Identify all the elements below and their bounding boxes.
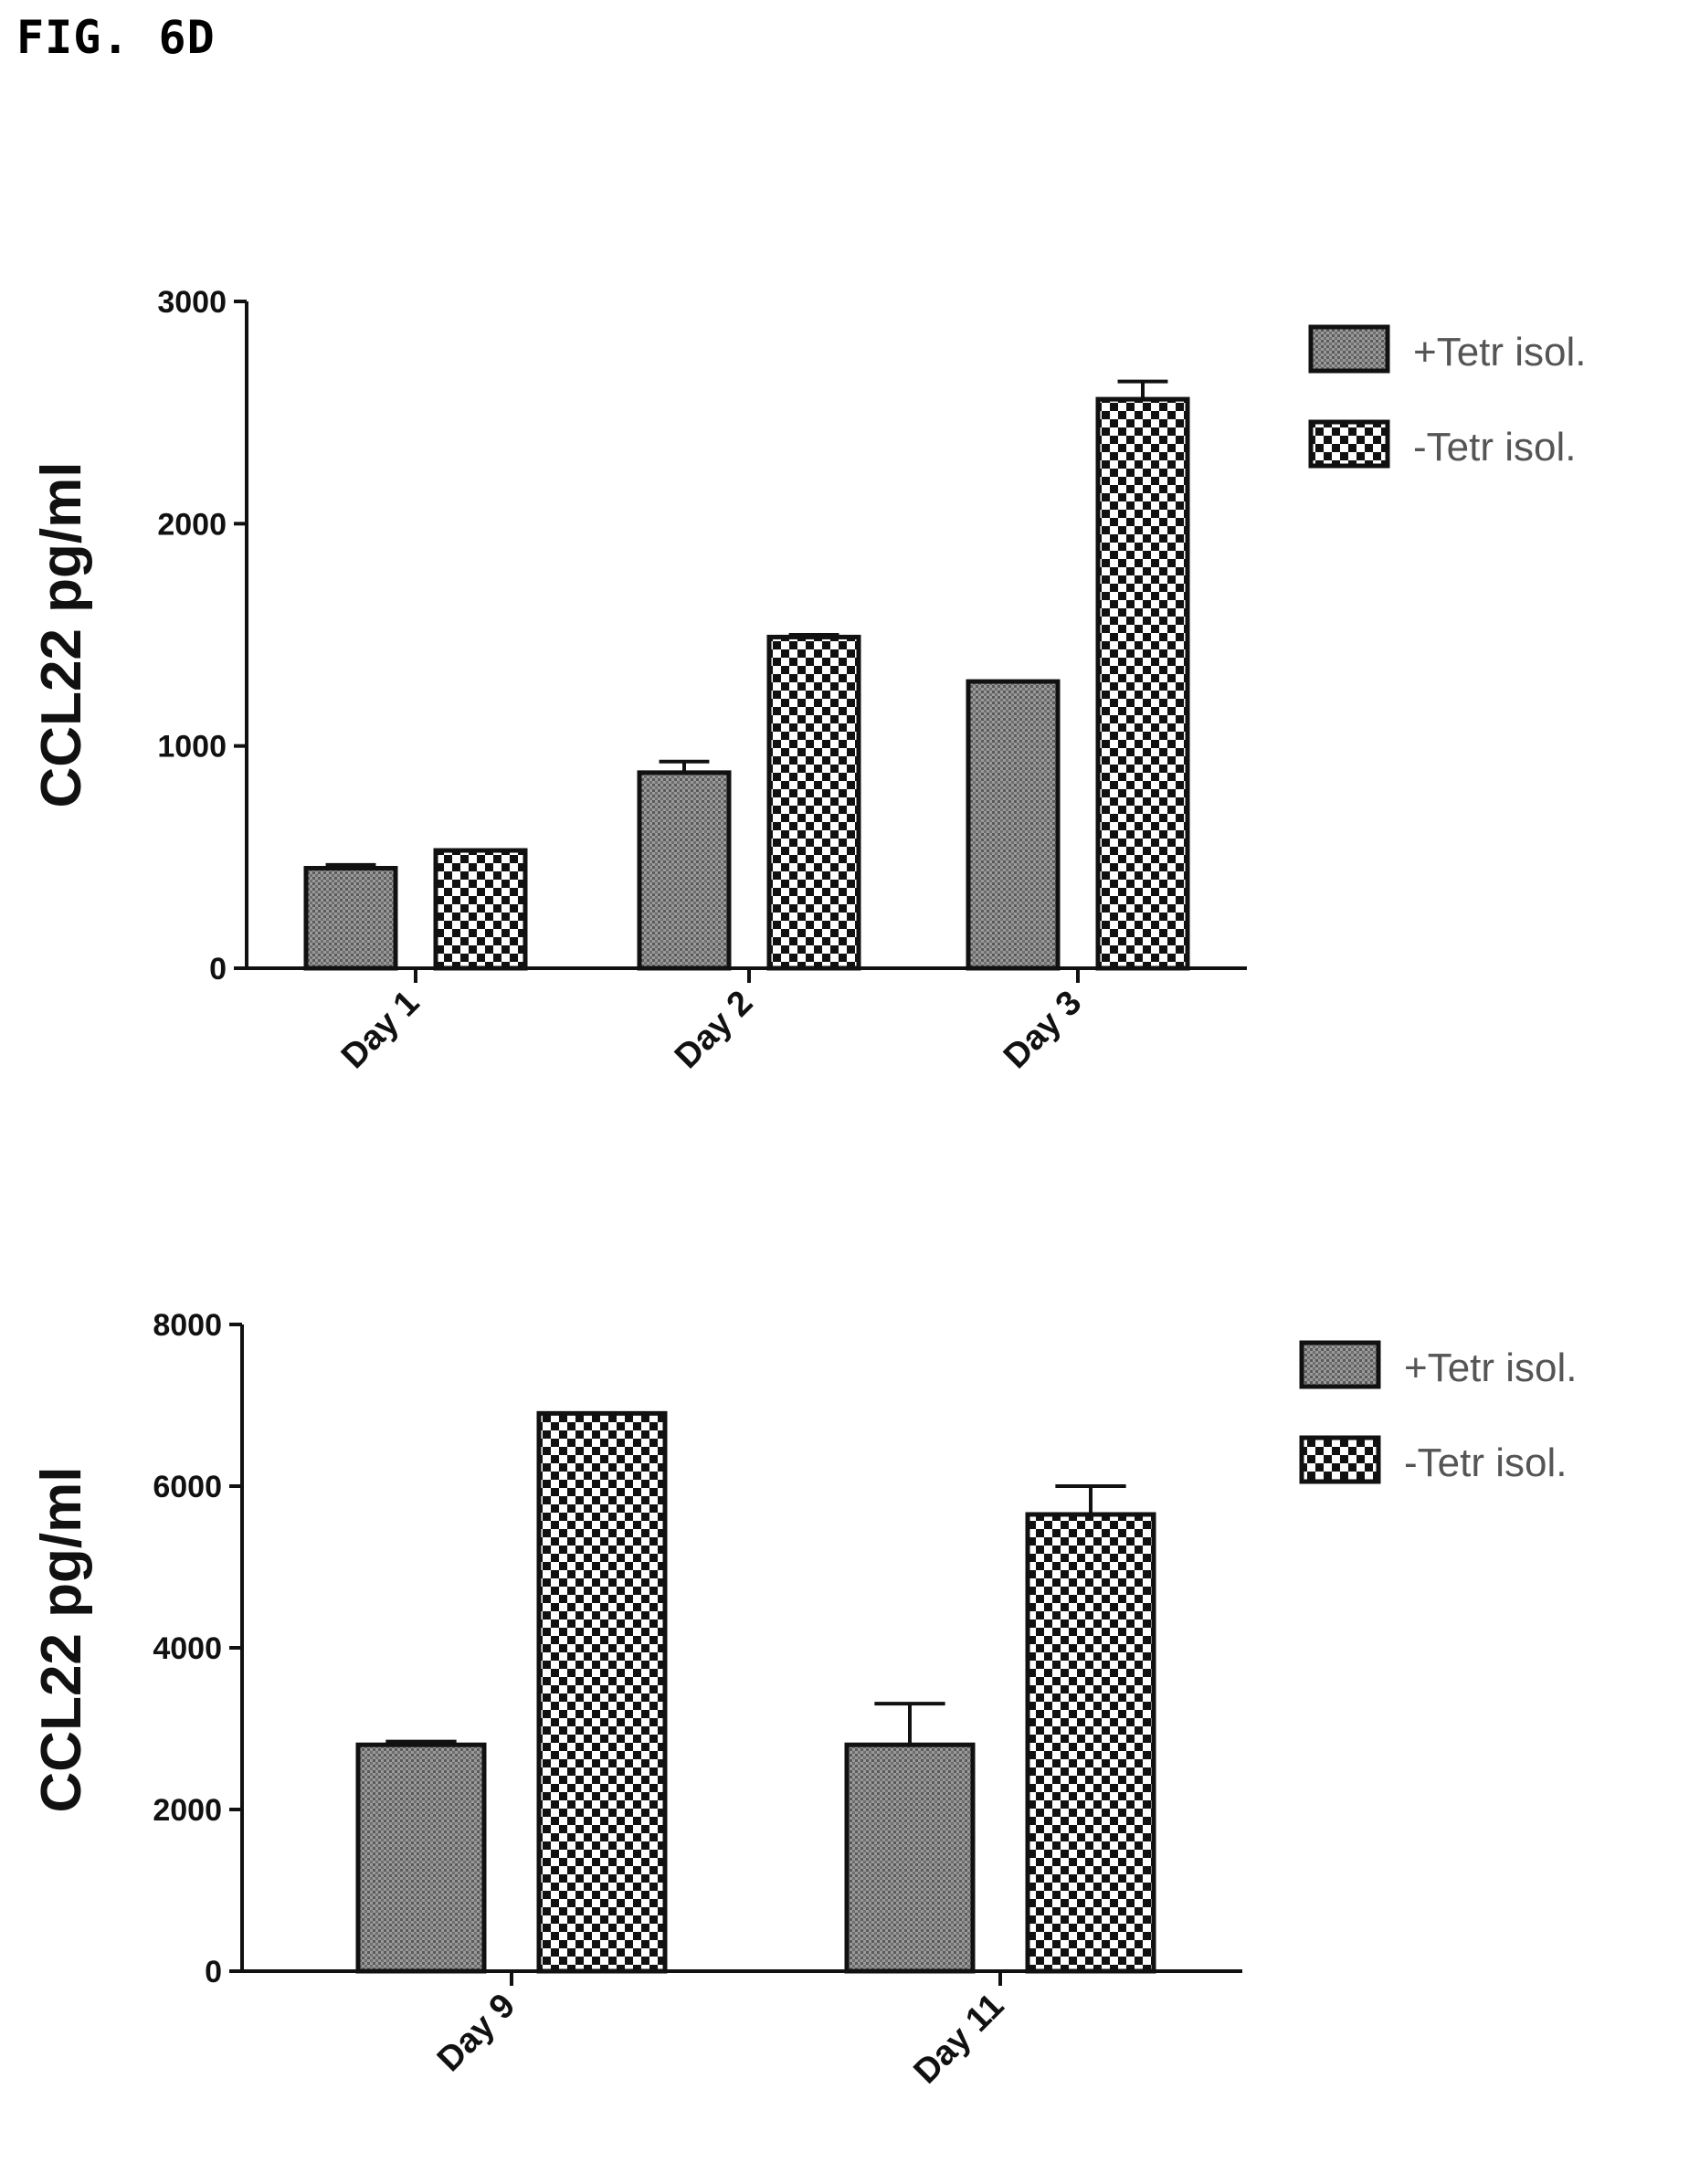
legend-label: +Tetr isol. <box>1413 330 1587 375</box>
legend-swatch <box>1299 1340 1381 1389</box>
bar <box>433 848 528 971</box>
legend-swatch <box>1308 419 1390 469</box>
bar <box>536 1410 668 1974</box>
y-axis-title: CCL22 pg/ml <box>30 1467 93 1813</box>
y-tick-label: 8000 <box>153 1308 222 1343</box>
x-category-label: Day 3 <box>997 984 1089 1076</box>
legend-label: -Tetr isol. <box>1413 425 1576 470</box>
x-category-label: Day 11 <box>906 1987 1011 2092</box>
bar <box>355 1742 487 1974</box>
bar <box>1095 396 1190 971</box>
y-tick-label: 4000 <box>153 1631 222 1666</box>
legend-label: -Tetr isol. <box>1404 1440 1567 1485</box>
y-tick-label: 2000 <box>153 1793 222 1828</box>
figure-title: FIG. 6D <box>16 11 216 64</box>
y-tick-label: 1000 <box>157 730 227 765</box>
legend-swatch <box>1299 1435 1381 1484</box>
y-tick-label: 0 <box>205 1955 222 1989</box>
chart-top: CCL22 pg/ml 0 1000 2000 3000 Day 1 Day 2 Day 3… <box>30 285 1587 1076</box>
y-tick-label: 6000 <box>153 1470 222 1504</box>
bar <box>766 634 861 971</box>
x-category-label: Day 2 <box>668 984 760 1076</box>
bar <box>303 866 398 971</box>
y-tick-label: 0 <box>209 952 227 986</box>
chart-bottom: CCL22 pg/ml 0 2000 4000 6000 8000 Day 9 Day 11… <box>30 1308 1578 2092</box>
bar <box>844 1742 976 1974</box>
x-category-label: Day 1 <box>334 984 427 1076</box>
legend-swatch <box>1308 324 1390 374</box>
bar <box>966 679 1061 971</box>
y-tick-label: 3000 <box>157 285 227 320</box>
x-category-label: Day 9 <box>430 1987 523 2079</box>
bar <box>637 770 732 971</box>
y-tick-label: 2000 <box>157 507 227 542</box>
legend-label: +Tetr isol. <box>1404 1345 1578 1390</box>
y-axis-title: CCL22 pg/ml <box>30 462 93 808</box>
bar <box>1025 1512 1156 1974</box>
